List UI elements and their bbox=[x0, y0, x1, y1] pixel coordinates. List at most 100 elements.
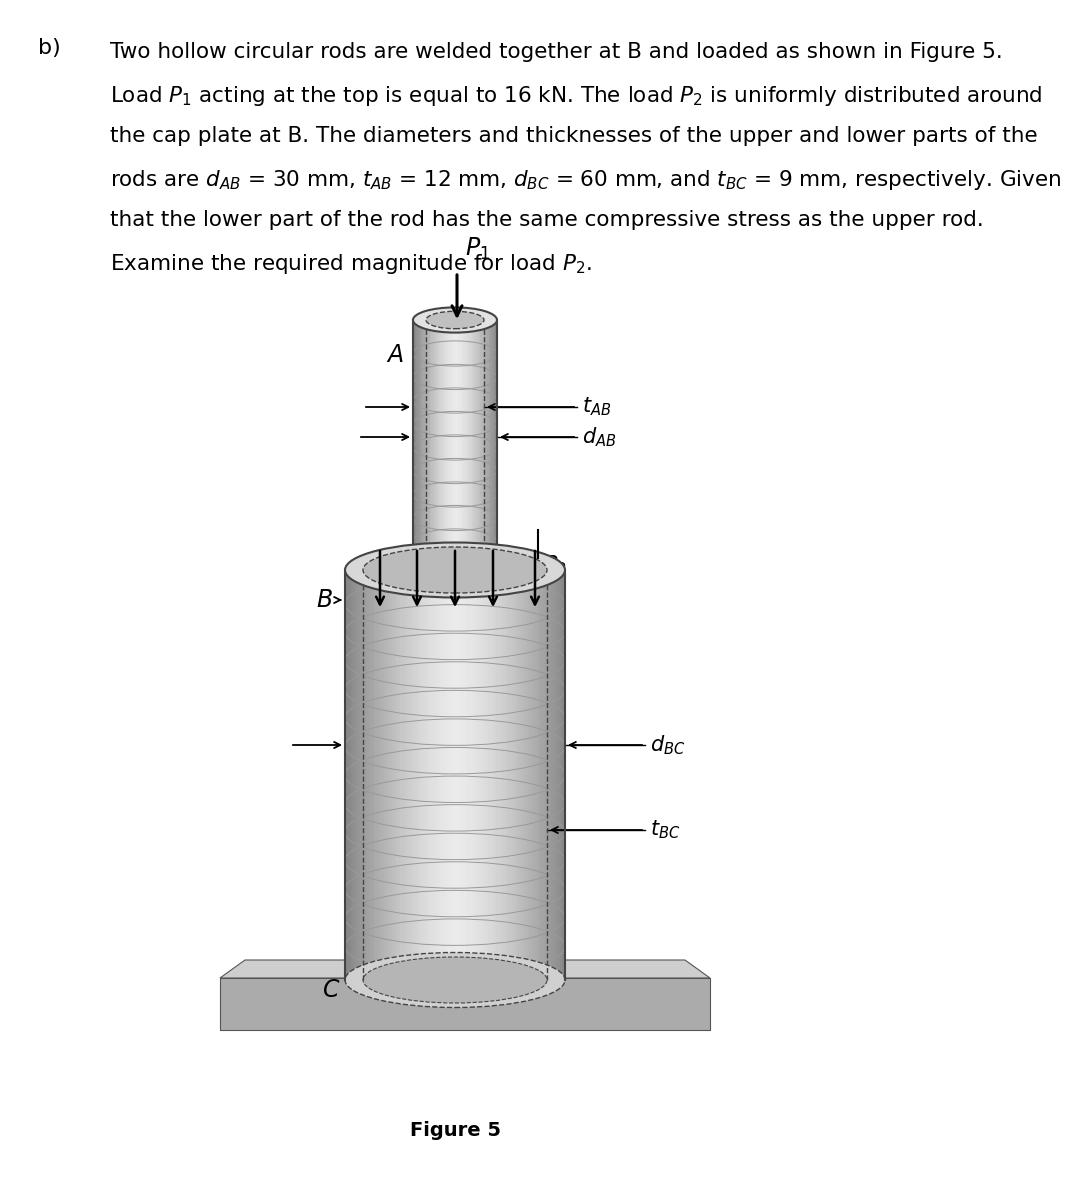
Bar bbox=[373, 569, 375, 980]
Bar bbox=[420, 320, 421, 569]
Bar bbox=[364, 569, 367, 980]
Bar bbox=[433, 569, 435, 980]
Text: Two hollow circular rods are welded together at B and loaded as shown in Figure : Two hollow circular rods are welded toge… bbox=[110, 42, 1002, 62]
Bar bbox=[488, 569, 490, 980]
Bar bbox=[488, 320, 490, 569]
Bar bbox=[449, 569, 453, 980]
Bar bbox=[433, 320, 435, 569]
Bar bbox=[490, 320, 492, 569]
Bar bbox=[362, 569, 364, 980]
Bar bbox=[417, 320, 418, 569]
Bar bbox=[549, 569, 551, 980]
Bar bbox=[448, 320, 450, 569]
Bar bbox=[375, 569, 378, 980]
Polygon shape bbox=[220, 960, 710, 979]
Ellipse shape bbox=[345, 953, 565, 1008]
Bar bbox=[418, 320, 420, 569]
Bar bbox=[381, 569, 383, 980]
Bar bbox=[427, 320, 428, 569]
Bar bbox=[480, 569, 483, 980]
Bar bbox=[513, 569, 515, 980]
Text: rods are $d_{AB}$ = 30 mm, $t_{AB}$ = 12 mm, $d_{BC}$ = 60 mm, and $t_{BC}$ = 9 : rods are $d_{AB}$ = 30 mm, $t_{AB}$ = 12… bbox=[110, 167, 1062, 192]
Text: b): b) bbox=[38, 38, 60, 58]
Bar bbox=[414, 569, 417, 980]
Bar bbox=[499, 569, 502, 980]
Bar bbox=[405, 569, 408, 980]
Text: $t_{BC}$: $t_{BC}$ bbox=[650, 818, 680, 842]
Bar bbox=[447, 320, 448, 569]
Bar bbox=[494, 320, 496, 569]
Bar bbox=[369, 569, 373, 980]
Bar bbox=[472, 569, 474, 980]
Bar bbox=[485, 569, 488, 980]
Bar bbox=[502, 569, 504, 980]
Bar bbox=[535, 569, 538, 980]
Bar bbox=[515, 569, 518, 980]
Text: that the lower part of the rod has the same compressive stress as the upper rod.: that the lower part of the rod has the s… bbox=[110, 210, 984, 230]
Bar bbox=[435, 569, 438, 980]
Bar bbox=[424, 320, 427, 569]
Bar bbox=[419, 569, 422, 980]
Bar bbox=[436, 320, 438, 569]
Bar bbox=[353, 569, 356, 980]
Bar bbox=[478, 320, 481, 569]
Bar bbox=[484, 320, 485, 569]
Bar bbox=[462, 320, 463, 569]
Bar bbox=[415, 320, 417, 569]
Bar bbox=[510, 569, 513, 980]
Bar bbox=[492, 320, 494, 569]
Bar bbox=[450, 320, 451, 569]
Bar bbox=[356, 569, 359, 980]
Text: $t_{AB}$: $t_{AB}$ bbox=[582, 396, 611, 419]
Bar bbox=[465, 569, 469, 980]
Bar bbox=[540, 569, 543, 980]
Bar bbox=[490, 569, 494, 980]
Bar bbox=[482, 320, 484, 569]
Bar bbox=[389, 569, 392, 980]
Bar bbox=[467, 320, 469, 569]
Bar bbox=[460, 569, 463, 980]
Bar bbox=[432, 320, 433, 569]
Bar bbox=[453, 569, 455, 980]
Bar bbox=[543, 569, 545, 980]
Bar bbox=[545, 569, 549, 980]
Bar bbox=[367, 569, 369, 980]
Bar bbox=[397, 569, 400, 980]
Bar bbox=[394, 569, 397, 980]
Bar bbox=[487, 320, 488, 569]
Bar bbox=[508, 569, 510, 980]
Bar bbox=[532, 569, 535, 980]
Bar bbox=[458, 320, 460, 569]
Text: $d_{BC}$: $d_{BC}$ bbox=[650, 733, 686, 757]
Bar bbox=[455, 320, 457, 569]
Text: the cap plate at B. The diameters and thicknesses of the upper and lower parts o: the cap plate at B. The diameters and th… bbox=[110, 126, 1038, 146]
Ellipse shape bbox=[363, 957, 546, 1003]
Bar bbox=[430, 569, 433, 980]
Bar bbox=[527, 569, 529, 980]
Bar bbox=[524, 569, 527, 980]
Bar bbox=[458, 569, 460, 980]
Ellipse shape bbox=[345, 542, 565, 598]
Bar bbox=[485, 320, 487, 569]
Bar bbox=[383, 569, 387, 980]
Bar bbox=[428, 569, 430, 980]
Bar bbox=[438, 320, 440, 569]
Bar bbox=[475, 320, 477, 569]
Bar bbox=[400, 569, 403, 980]
Bar bbox=[469, 320, 470, 569]
Bar bbox=[477, 569, 480, 980]
Bar bbox=[403, 569, 405, 980]
Bar bbox=[496, 569, 499, 980]
Bar bbox=[472, 320, 473, 569]
Bar bbox=[411, 569, 414, 980]
Bar bbox=[494, 569, 496, 980]
Text: $P_2$: $P_2$ bbox=[543, 553, 567, 577]
Bar bbox=[430, 320, 432, 569]
Bar bbox=[481, 320, 482, 569]
Bar bbox=[442, 320, 443, 569]
Bar bbox=[424, 569, 428, 980]
Bar bbox=[421, 320, 423, 569]
Bar bbox=[428, 320, 430, 569]
Bar bbox=[538, 569, 540, 980]
Bar bbox=[474, 569, 477, 980]
